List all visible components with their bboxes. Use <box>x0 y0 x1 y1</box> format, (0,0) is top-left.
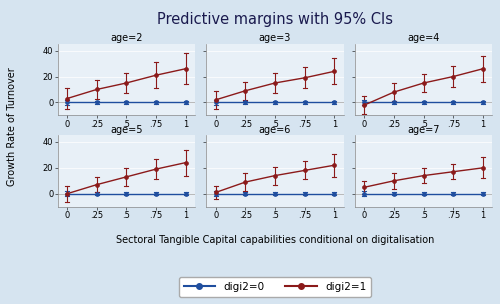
Title: age=5: age=5 <box>110 125 142 135</box>
Text: Growth Rate of Turnover: Growth Rate of Turnover <box>8 67 18 185</box>
Title: age=7: age=7 <box>408 125 440 135</box>
Title: age=3: age=3 <box>259 33 291 43</box>
Text: Predictive margins with 95% CIs: Predictive margins with 95% CIs <box>157 12 393 27</box>
Title: age=2: age=2 <box>110 33 142 43</box>
Title: age=4: age=4 <box>408 33 440 43</box>
Text: Sectoral Tangible Capital capabilities conditional on digitalisation: Sectoral Tangible Capital capabilities c… <box>116 235 434 245</box>
Legend: digi2=0, digi2=1: digi2=0, digi2=1 <box>178 277 372 297</box>
Title: age=6: age=6 <box>259 125 291 135</box>
